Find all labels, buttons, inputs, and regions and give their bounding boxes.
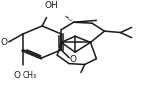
Text: O: O	[70, 55, 77, 64]
Text: OH: OH	[45, 1, 59, 10]
Text: O: O	[1, 38, 8, 47]
Text: CH₃: CH₃	[23, 71, 37, 80]
Text: O: O	[13, 71, 20, 80]
